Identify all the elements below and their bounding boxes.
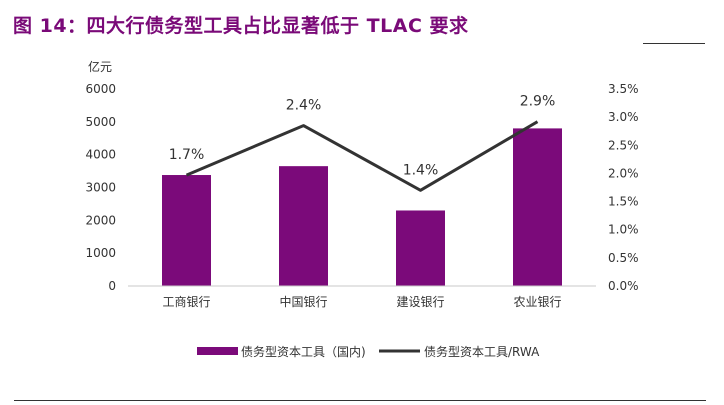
figure-title: 图 14：四大行债务型工具占比显著低于 TLAC 要求 [13, 15, 469, 37]
right-axis-ticks: 0.0% 0.5% 1.0% 1.5% 2.0% 2.5% 3.0% 3.5% [608, 82, 639, 293]
left-tick-label: 3000 [85, 181, 116, 195]
ratio-line [185, 120, 539, 192]
left-tick-label: 5000 [85, 115, 116, 129]
x-tick-label: 工商银行 [162, 294, 210, 309]
right-tick-label: 1.5% [608, 195, 639, 209]
left-axis-unit: 亿元 [88, 59, 112, 74]
title-rule [643, 43, 705, 44]
left-tick-label: 4000 [85, 148, 116, 162]
legend-line-label: 债务型资本工具/RWA [424, 344, 540, 359]
bar-series [162, 128, 562, 286]
x-tick-label: 建设银行 [396, 295, 444, 309]
bottom-rule [14, 400, 706, 401]
x-axis-ticks: 工商银行 中国银行 建设银行 农业银行 [162, 294, 561, 309]
data-label: 1.7% [169, 147, 205, 163]
bar [279, 166, 328, 286]
left-tick-label: 2000 [85, 213, 116, 227]
right-tick-label: 3.5% [608, 82, 639, 96]
data-label: 1.4% [403, 162, 439, 178]
legend-bar-swatch [197, 347, 238, 355]
left-tick-label: 0 [108, 279, 116, 293]
legend-bar-label: 债务型资本工具（国内) [241, 344, 366, 359]
right-tick-label: 2.0% [608, 166, 639, 180]
right-tick-label: 1.0% [608, 223, 639, 237]
x-tick-label: 中国银行 [279, 294, 327, 309]
bar [396, 210, 445, 286]
x-tick-label: 农业银行 [513, 295, 561, 309]
bar [513, 128, 562, 286]
legend: 债务型资本工具（国内) 债务型资本工具/RWA [197, 344, 540, 359]
data-label: 2.9% [520, 94, 556, 110]
bar [162, 175, 211, 286]
left-axis-ticks: 0 1000 2000 3000 4000 5000 6000 [85, 82, 116, 293]
line-series [185, 120, 539, 192]
right-tick-label: 2.5% [608, 138, 639, 152]
left-tick-label: 6000 [85, 82, 116, 96]
data-label: 2.4% [286, 98, 322, 114]
right-tick-label: 0.5% [608, 251, 639, 265]
right-tick-label: 3.0% [608, 110, 639, 124]
right-tick-label: 0.0% [608, 279, 639, 293]
data-labels: 1.7% 2.4% 1.4% 2.9% [169, 94, 556, 179]
left-tick-label: 1000 [85, 246, 116, 260]
